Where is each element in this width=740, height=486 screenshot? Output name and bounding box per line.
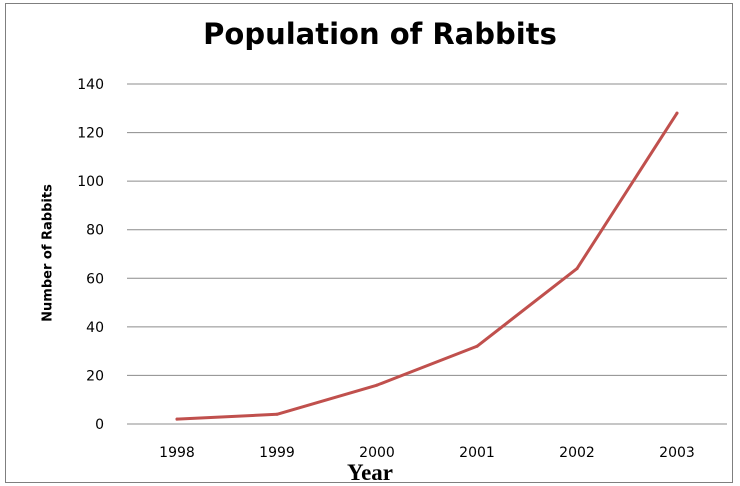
y-tick-label: 60 — [86, 271, 104, 287]
y-tick-label: 80 — [86, 223, 104, 239]
gridlines — [127, 83, 727, 425]
x-tick-labels: 1998 1999 2000 2001 2002 2003 — [159, 445, 695, 461]
chart-title: Population of Rabbits — [203, 17, 557, 51]
x-tick-label: 2003 — [659, 445, 695, 461]
x-tick-label: 2001 — [459, 445, 495, 461]
chart-frame — [5, 3, 733, 483]
y-tick-label: 40 — [86, 320, 104, 336]
data-point — [175, 417, 179, 421]
x-tick-label: 2000 — [359, 445, 395, 461]
y-tick-label: 100 — [77, 174, 104, 190]
x-tick-label: 1999 — [259, 445, 295, 461]
y-tick-label: 120 — [77, 126, 104, 142]
data-point — [675, 111, 679, 115]
y-tick-label: 0 — [95, 417, 104, 433]
x-tick-label: 1998 — [159, 445, 195, 461]
data-point — [475, 344, 479, 348]
x-tick-label: 2002 — [559, 445, 595, 461]
series-group — [175, 111, 679, 421]
data-point — [375, 383, 379, 387]
data-point — [575, 267, 579, 271]
y-tick-label: 140 — [77, 77, 104, 93]
y-tick-label: 20 — [86, 368, 104, 384]
y-tick-labels: 0 20 40 60 80 100 120 140 — [77, 77, 104, 433]
data-point — [275, 412, 279, 416]
x-axis-label: Year — [347, 460, 393, 485]
series-line — [175, 111, 679, 421]
